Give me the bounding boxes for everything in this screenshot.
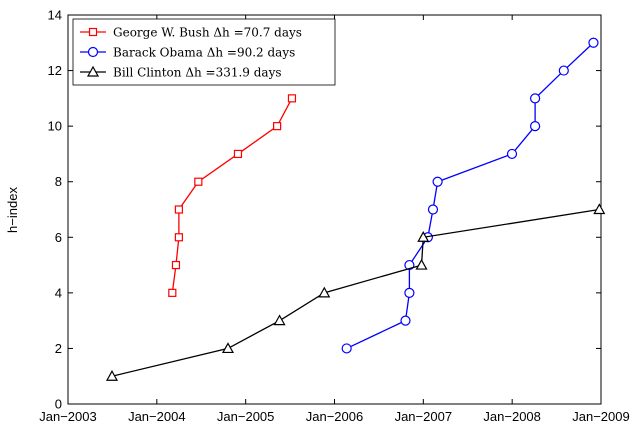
- y-tick-label: 0: [55, 397, 62, 412]
- data-point-barack-obama: [558, 65, 569, 76]
- data-point-george-w-bush: [194, 177, 203, 186]
- y-tick-label: 10: [48, 119, 62, 134]
- y-tick-label: 12: [48, 63, 62, 78]
- y-tick-label: 2: [55, 341, 62, 356]
- x-tick-label: Jan−2007: [395, 409, 452, 424]
- y-tick-label: 14: [48, 8, 62, 23]
- data-point-barack-obama: [506, 148, 518, 160]
- data-point-george-w-bush: [174, 233, 183, 242]
- y-axis-title: h−index: [5, 187, 20, 233]
- data-point-george-w-bush: [174, 205, 183, 214]
- data-point-bill-clinton: [318, 286, 331, 298]
- data-point-bill-clinton: [221, 342, 235, 354]
- data-point-barack-obama: [432, 176, 443, 187]
- data-point-george-w-bush: [273, 122, 282, 131]
- data-point-barack-obama: [404, 287, 415, 298]
- x-tick-label: Jan−2009: [572, 409, 629, 424]
- x-tick-label: Jan−2003: [39, 409, 96, 424]
- legend-label-bill-clinton: Bill Clinton Δh =331.9 days: [113, 66, 282, 80]
- data-point-barack-obama: [341, 343, 352, 354]
- data-point-barack-obama: [530, 121, 541, 132]
- data-point-bill-clinton: [105, 369, 119, 381]
- series-line-george-w-bush: [171, 98, 293, 293]
- legend-label-barack-obama: Barack Obama Δh =90.2 days: [113, 46, 295, 60]
- y-tick-label: 4: [55, 285, 62, 300]
- data-point-bill-clinton: [415, 258, 428, 270]
- data-point-bill-clinton: [273, 314, 286, 326]
- data-point-barack-obama: [427, 204, 439, 215]
- legend-box: [72, 18, 336, 86]
- legend-marker-barack-obama: [87, 46, 99, 58]
- data-point-barack-obama: [400, 315, 411, 326]
- data-point-barack-obama: [588, 37, 599, 48]
- x-tick-label: Jan−2008: [483, 409, 540, 424]
- x-tick-label: Jan−2005: [217, 409, 274, 424]
- legend-marker-george-w-bush: [88, 27, 98, 37]
- data-point-george-w-bush: [233, 149, 243, 159]
- legend-marker-bill-clinton: [86, 65, 100, 77]
- data-point-bill-clinton: [417, 231, 430, 242]
- x-tick-label: Jan−2006: [306, 409, 363, 424]
- data-point-george-w-bush: [171, 260, 181, 270]
- data-point-george-w-bush: [287, 94, 297, 103]
- y-tick-label: 8: [55, 174, 62, 189]
- legend-label-george-w-bush: George W. Bush Δh =70.7 days: [113, 26, 302, 40]
- data-point-george-w-bush: [168, 288, 177, 297]
- x-tick-label: Jan−2004: [128, 409, 185, 424]
- data-point-barack-obama: [530, 93, 541, 104]
- data-point-bill-clinton: [593, 203, 606, 215]
- y-tick-label: 6: [55, 230, 62, 245]
